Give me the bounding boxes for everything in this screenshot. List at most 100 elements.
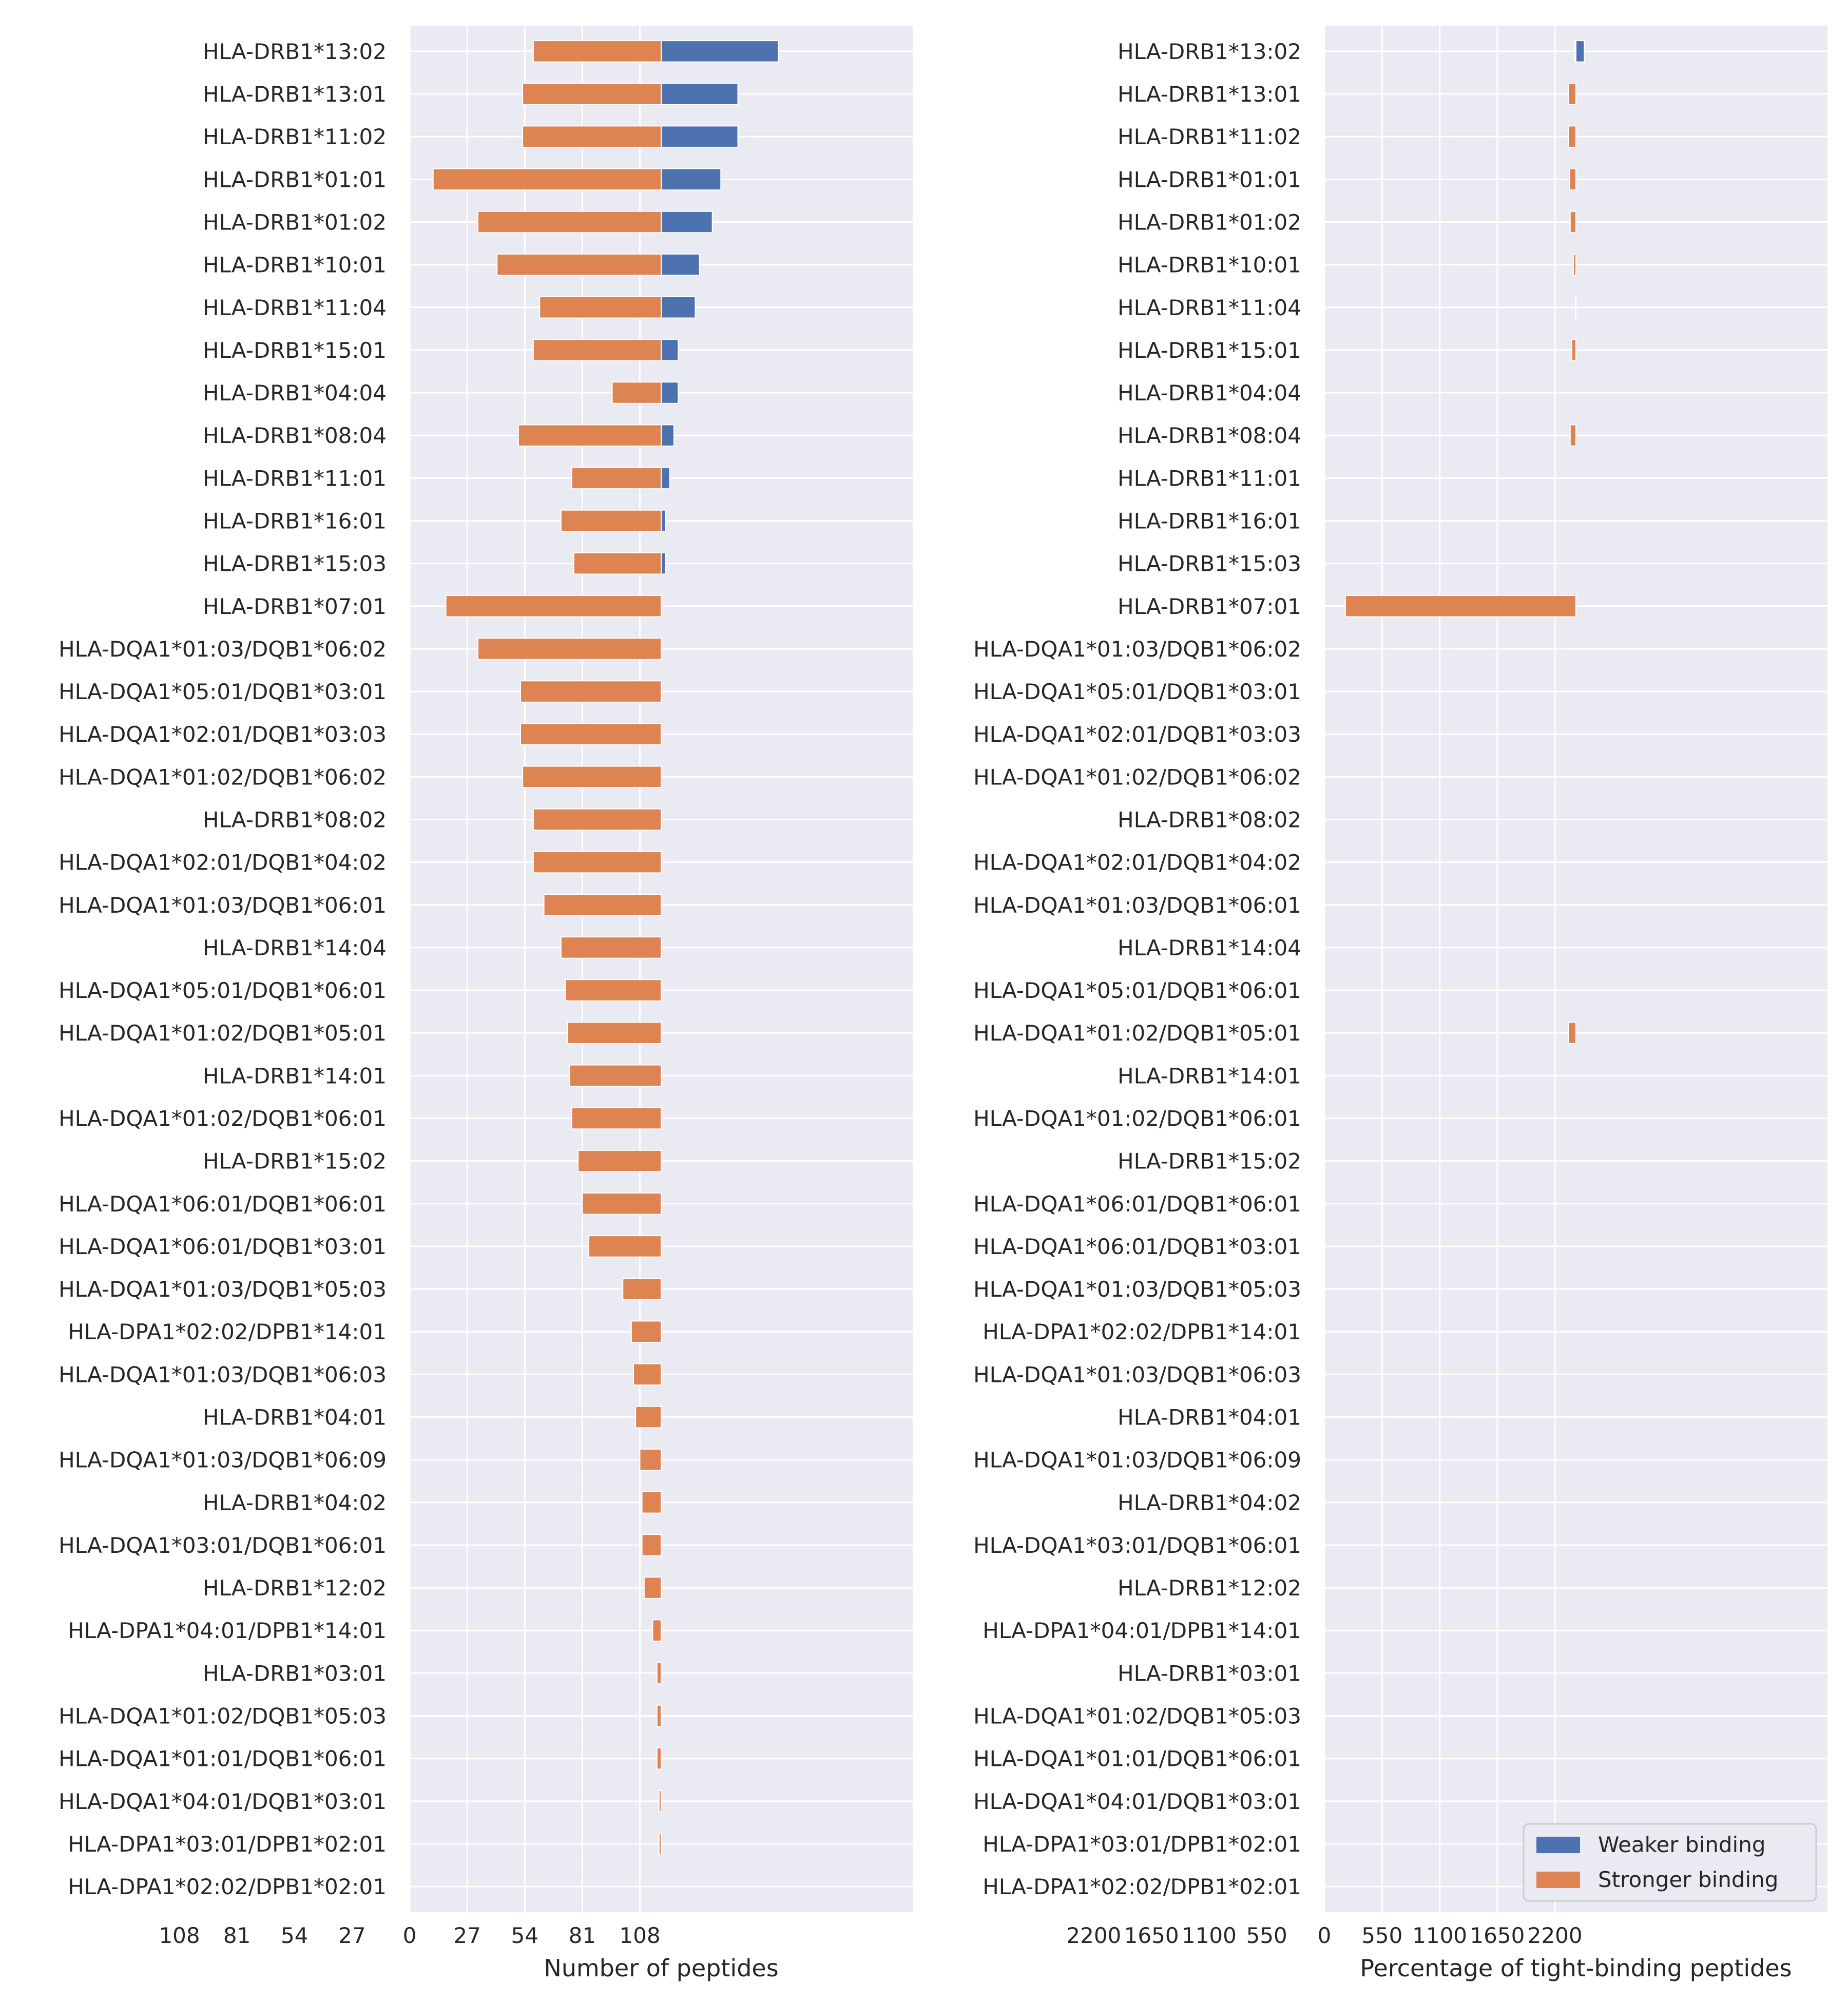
bar-weaker [661,509,666,532]
category-label: HLA-DPA1*03:01/DPB1*02:01 [983,1832,1301,1857]
bar-weaker [661,40,779,63]
x-tick-label: 108 [159,1923,200,1948]
bar-stronger [1569,168,1576,191]
category-label: HLA-DRB1*15:01 [203,338,387,363]
bar-stronger [539,296,662,319]
category-label: HLA-DRB1*15:03 [203,551,387,576]
x-axis-label: Number of peptides [544,1954,778,1982]
bar-weaker [661,339,679,361]
x-tick-label: 27 [453,1923,480,1948]
bar-stronger [496,253,662,276]
x-tick-label: 81 [569,1923,596,1948]
category-label: HLA-DQA1*01:02/DQB1*06:01 [973,1106,1301,1131]
category-label: HLA-DRB1*10:01 [1118,253,1301,278]
bar-stronger [532,339,662,361]
bar-stronger [519,680,662,703]
bar-stronger [445,594,662,618]
category-label: HLA-DQA1*01:03/DQB1*06:01 [973,893,1301,918]
legend-swatch [1536,1872,1580,1888]
bar-stronger [656,1747,662,1770]
category-label: HLA-DRB1*04:02 [203,1490,387,1515]
category-label: HLA-DQA1*02:01/DQB1*04:02 [59,850,387,875]
bar-stronger [522,765,662,788]
bar-stronger [532,851,662,874]
bar-stronger [1574,40,1576,63]
category-label: HLA-DRB1*15:01 [1118,338,1301,363]
category-label: HLA-DRB1*13:02 [203,39,387,64]
bar-weaker [661,467,670,490]
legend-label: Weaker binding [1598,1832,1765,1857]
bar-stronger [1568,1022,1576,1045]
bar-stronger [532,40,662,63]
category-label: HLA-DRB1*01:02 [1118,209,1301,235]
x-tick-label: 54 [511,1923,538,1948]
category-label: HLA-DQA1*01:03/DQB1*06:01 [59,893,387,918]
bar-weaker [661,381,679,404]
bar-stronger [1568,83,1576,105]
bar-stronger [643,1576,662,1599]
bar-weaker [661,125,739,148]
bar-stronger [565,979,662,1002]
category-label: HLA-DQA1*01:02/DQB1*06:02 [973,764,1301,790]
category-label: HLA-DRB1*08:02 [203,807,387,832]
bar-weaker [661,424,675,447]
category-label: HLA-DRB1*13:01 [1118,82,1301,107]
category-label: HLA-DQA1*01:03/DQB1*05:03 [973,1277,1301,1302]
category-label: HLA-DRB1*08:04 [203,423,387,448]
category-label: HLA-DQA1*01:03/DQB1*06:02 [973,637,1301,662]
x-tick-label: 2200 [1528,1923,1583,1948]
category-label: HLA-DQA1*01:02/DQB1*05:01 [59,1021,387,1046]
bar-stronger [578,1149,662,1172]
bar-weaker [661,552,666,575]
bar-stronger [639,1448,662,1471]
left-panel: 108 81 54 27 0 27 54 81 108 HLA-DRB1*13:02 HLA-DRB… [59,26,913,1982]
category-label: HLA-DQA1*05:01/DQB1*03:01 [973,679,1301,704]
x-tick-label: 1650 [1470,1923,1525,1948]
bar-weaker [661,253,700,276]
category-label: HLA-DRB1*04:04 [1118,380,1301,406]
bar-stronger [571,1107,662,1130]
bar-stronger [633,1363,662,1386]
bar-weaker [1575,40,1585,63]
bar-stronger [1572,253,1576,276]
bar-stronger [477,638,662,660]
x-tick-label: 550 [1361,1923,1402,1948]
category-label: HLA-DRB1*11:04 [1118,295,1301,320]
category-label: HLA-DRB1*12:02 [1118,1575,1301,1601]
x-tick-label: 550 [1246,1923,1287,1948]
bar-stronger [656,1704,662,1727]
category-label: HLA-DQA1*03:01/DQB1*06:01 [59,1533,387,1558]
bar-stronger [543,893,662,916]
category-label: HLA-DPA1*02:02/DPB1*02:01 [68,1874,387,1899]
category-label: HLA-DQA1*05:01/DQB1*03:01 [59,679,387,704]
category-label: HLA-DRB1*13:01 [203,82,387,107]
category-label: HLA-DRB1*01:02 [203,209,387,235]
category-label: HLA-DRB1*10:01 [203,253,387,278]
bar-stronger [432,168,662,191]
category-label: HLA-DPA1*04:01/DPB1*14:01 [983,1618,1301,1643]
category-label: HLA-DRB1*07:01 [1118,594,1301,619]
legend-box [1523,1823,1817,1902]
category-label: HLA-DQA1*02:01/DQB1*03:03 [59,722,387,747]
legend-swatch [1536,1837,1580,1853]
category-label: HLA-DRB1*14:04 [203,935,387,960]
right-panel: 2200 1650 1100 550 0 550 1100 1650 2200HLA-DRB1*… [973,26,1827,1982]
x-tick-label: 27 [338,1923,365,1948]
bar-stronger [517,424,662,447]
bar-stronger [588,1235,662,1258]
category-label: HLA-DQA1*04:01/DQB1*03:01 [973,1789,1301,1814]
x-tick-label: 108 [619,1923,660,1948]
category-label: HLA-DQA1*01:03/DQB1*06:02 [59,637,387,662]
bar-weaker [661,83,739,105]
category-label: HLA-DQA1*01:02/DQB1*05:03 [59,1704,387,1729]
bar-stronger [641,1491,662,1514]
category-label: HLA-DQA1*01:02/DQB1*05:03 [973,1704,1301,1729]
x-tick-label: 1650 [1124,1923,1179,1948]
x-tick-label: 54 [281,1923,308,1948]
x-tick-label: 1100 [1412,1923,1467,1948]
bar-stronger [658,1790,662,1813]
bar-stronger [1569,210,1576,234]
category-label: HLA-DRB1*01:01 [203,167,387,192]
bar-stronger [582,1192,662,1215]
category-label: HLA-DPA1*03:01/DPB1*02:01 [68,1832,387,1857]
